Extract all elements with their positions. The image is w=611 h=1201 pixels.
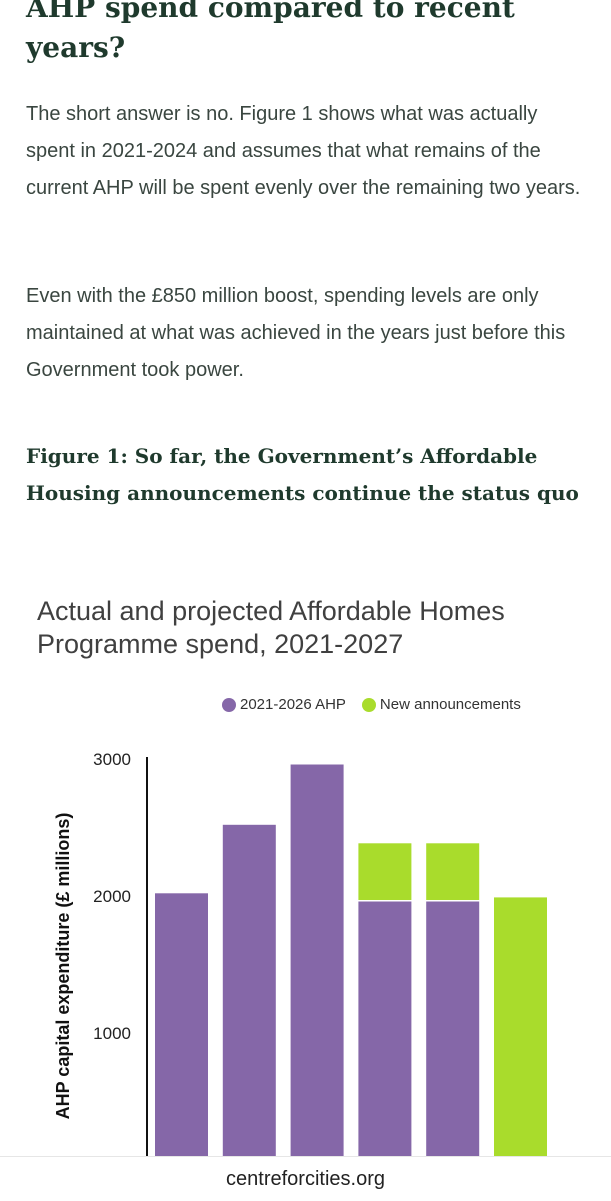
y-axis-label: AHP capital expenditure (£ millions): [53, 813, 73, 1120]
bar-ahp-1: [155, 893, 208, 1170]
bar-ahp-3: [290, 764, 344, 1170]
source-footer: centreforcities.org: [0, 1156, 611, 1201]
bar-new-announcements-5: [426, 843, 480, 900]
y-tick-label-1000: 1000: [93, 1024, 131, 1043]
chart-title: Actual and projected Affordable Homes Pr…: [37, 596, 505, 659]
bar-new-announcements-6: [494, 897, 547, 1170]
bar-ahp-5: [426, 901, 480, 1170]
legend-label-new: New announcements: [379, 696, 521, 713]
chart-legend: 2021-2026 AHP New announcements: [222, 696, 537, 713]
paragraph-2: Even with the £850 million boost, spendi…: [26, 285, 566, 381]
y-tick-label-3000: 3000: [93, 750, 131, 769]
section-heading: AHP spend compared to recent years?: [26, 0, 515, 64]
figure-title: Figure 1: So far, the Government’s Affor…: [26, 444, 579, 505]
legend-swatch-new: [361, 697, 376, 712]
bar-ahp-2: [222, 824, 276, 1170]
paragraph-1: The short answer is no. Figure 1 shows w…: [26, 103, 581, 199]
legend-item-ahp: 2021-2026 AHP: [222, 696, 346, 713]
bar-new-announcements-4: [358, 843, 412, 900]
legend-swatch-ahp: [222, 697, 236, 712]
legend-label-ahp: 2021-2026 AHP: [240, 696, 346, 713]
y-tick-label-2000: 2000: [93, 887, 131, 906]
legend-item-new: New announcements: [361, 696, 521, 713]
bar-ahp-4: [358, 901, 412, 1170]
